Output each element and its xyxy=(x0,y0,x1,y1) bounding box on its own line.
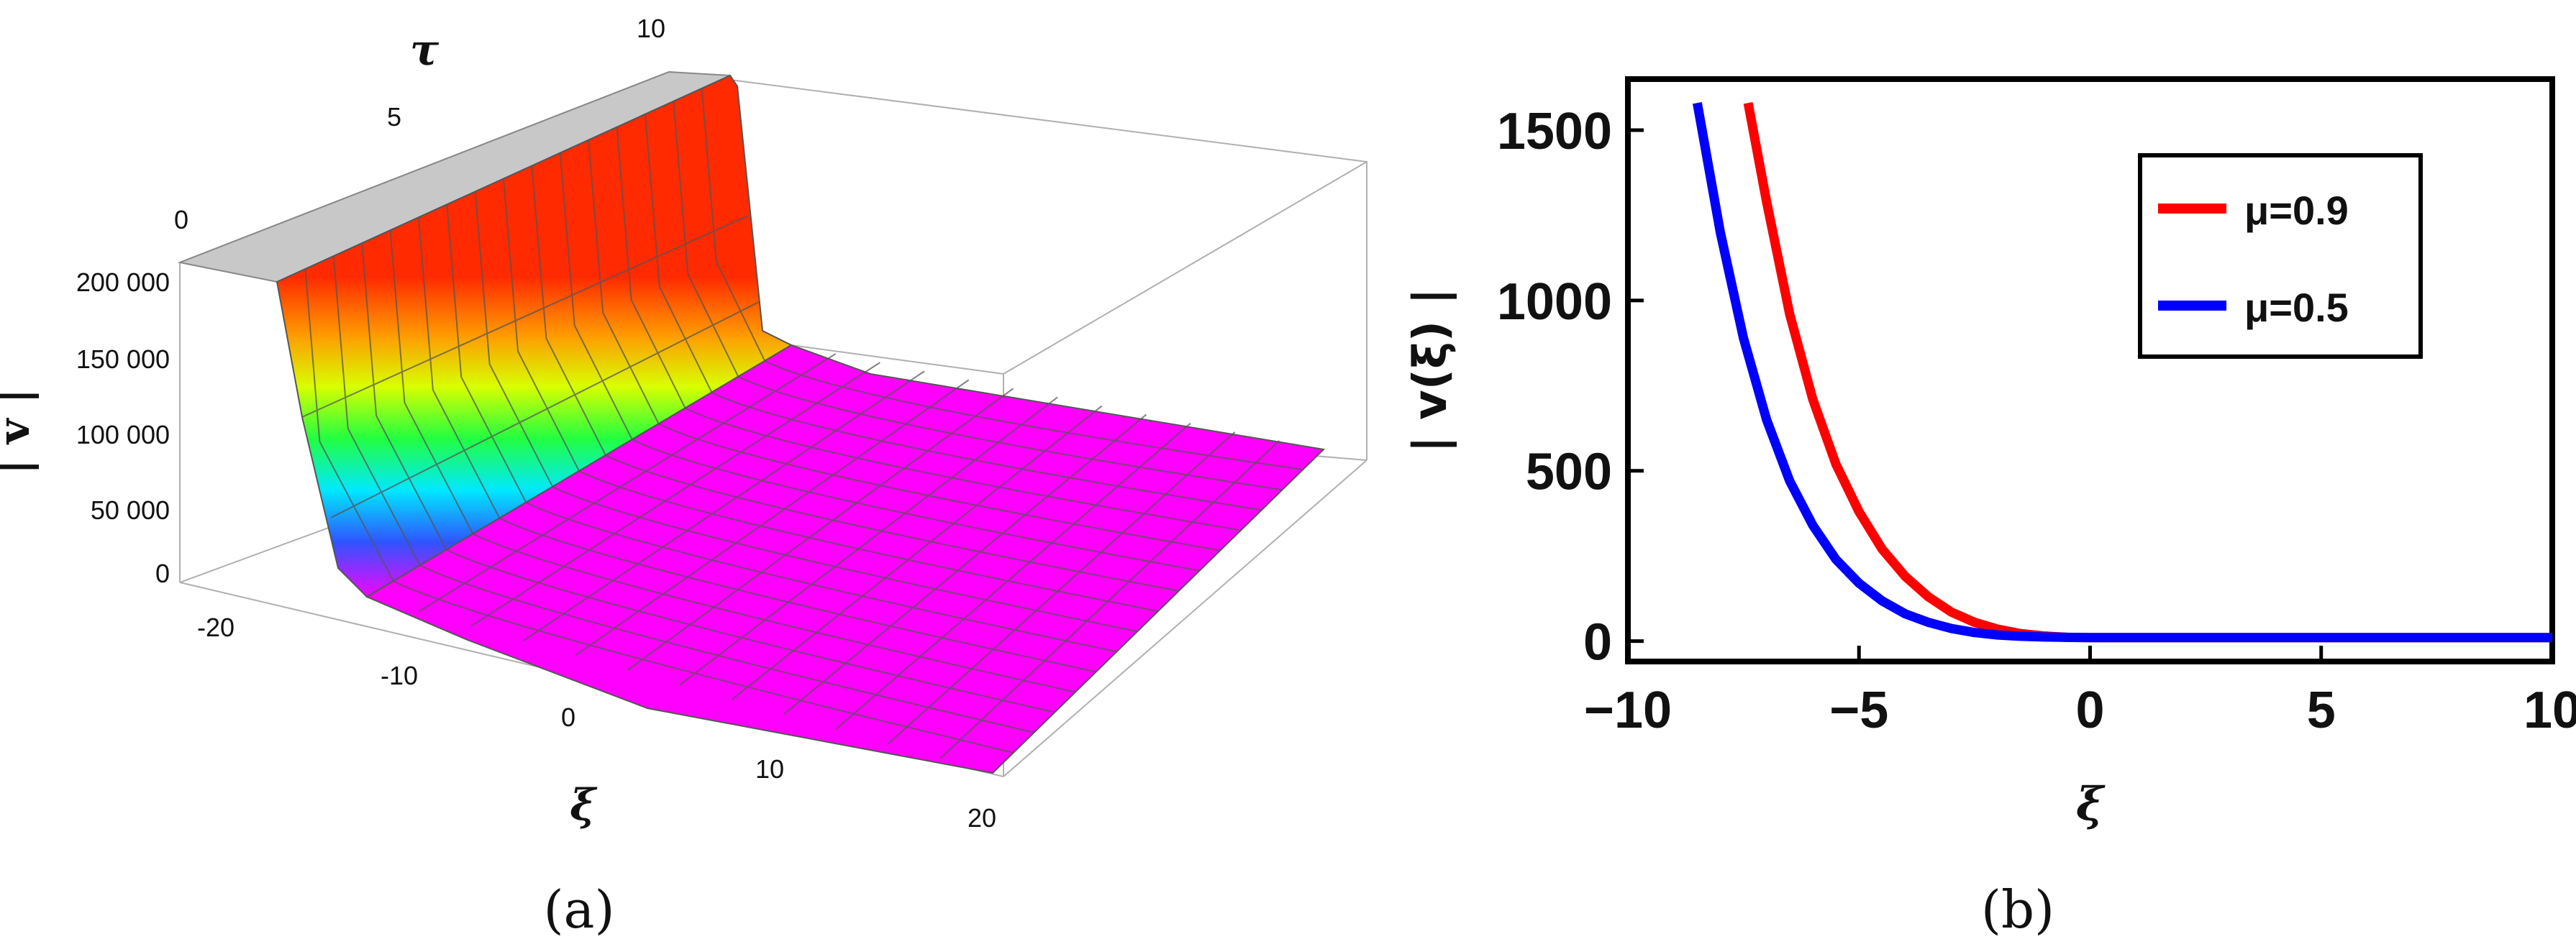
z-axis-label: | v | xyxy=(0,388,40,475)
y-tick-label: 0 xyxy=(174,205,188,234)
z-tick-label: 200 000 xyxy=(76,267,170,297)
mesh-line-tau xyxy=(559,152,1200,572)
x-tick-label: 20 xyxy=(968,803,996,833)
mesh-line-xi xyxy=(418,353,837,613)
legend-entry-1: μ=0.5 xyxy=(2244,285,2349,330)
x-axis-label-b: ξ xyxy=(2076,777,2106,831)
y-axis-ticks-b: 0 500 1000 1500 xyxy=(1497,103,1644,672)
y-tick-label: 0 xyxy=(1583,614,1612,672)
mesh-line-xi xyxy=(470,362,880,627)
mesh-line-tau xyxy=(588,139,1221,551)
mesh-line-tau xyxy=(474,191,1138,633)
mesh-line-tau xyxy=(304,268,1014,754)
z-tick-label: 100 000 xyxy=(76,420,170,449)
x-tick-label: 0 xyxy=(2075,682,2104,739)
x-axis-label: ξ xyxy=(570,780,598,830)
mesh-line-xi xyxy=(330,301,760,518)
mesh-line-xi xyxy=(575,379,970,656)
x-tick-label: -10 xyxy=(381,661,418,690)
mesh-line-tau xyxy=(332,256,1034,733)
x-tick-label: −10 xyxy=(1584,682,1672,739)
panel-b-line-plot: −10 −5 0 5 10 0 500 1000 1500 μ=0.9 μ=0.5 ξ | v… xyxy=(1404,76,2576,940)
z-axis-ticks: 200 000 150 000 100 000 50 000 0 xyxy=(76,267,170,588)
y-tick-label: 1000 xyxy=(1497,273,1612,331)
series-lines xyxy=(1693,102,2552,643)
x-tick-label: -20 xyxy=(197,613,235,642)
y-axis-label-b: | v(ξ) | xyxy=(1404,288,1457,452)
y-axis-label: τ xyxy=(410,25,440,75)
mesh-line-xi xyxy=(679,396,1058,686)
x-tick-label: 5 xyxy=(2307,682,2336,739)
mesh-line-xi xyxy=(888,431,1236,744)
z-tick-label: 150 000 xyxy=(76,344,170,374)
legend-box xyxy=(2138,153,2423,359)
z-tick-label: 50 000 xyxy=(91,495,170,525)
mesh-line-xi xyxy=(783,413,1147,715)
mesh-line-tau xyxy=(644,114,1262,511)
surface-mesh xyxy=(301,88,1303,759)
panel-a-surface-plot: 200 000 150 000 100 000 50 000 0 -20 -10… xyxy=(0,14,1367,940)
y-tick-label: 500 xyxy=(1526,444,1612,501)
caption-b: (b) xyxy=(1981,879,2054,940)
mesh-line-tau xyxy=(389,230,1076,693)
mesh-line-xi xyxy=(627,388,1014,671)
mesh-line-tau xyxy=(673,101,1283,491)
caption-a: (a) xyxy=(543,879,614,940)
x-axis-ticks: -20 -10 0 10 20 xyxy=(197,613,996,833)
series-line-1 xyxy=(1693,102,2552,643)
x-tick-label: −5 xyxy=(1829,682,1888,739)
z-tick-label: 0 xyxy=(155,559,170,588)
legend: μ=0.9 μ=0.5 xyxy=(2138,153,2423,359)
y-tick-label: 10 xyxy=(637,14,665,43)
y-axis-ticks: 0 5 10 xyxy=(174,14,665,234)
mesh-line-xi xyxy=(301,215,749,418)
mesh-line-xi xyxy=(522,370,925,642)
mesh-line-xi xyxy=(939,440,1280,759)
y-tick-label: 5 xyxy=(387,102,401,132)
x-axis-ticks-b: −10 −5 0 5 10 xyxy=(1584,646,2576,739)
mesh-line-tau xyxy=(531,165,1179,592)
mesh-line-tau xyxy=(417,217,1096,673)
x-tick-label: 10 xyxy=(2523,682,2576,739)
mesh-line-tau xyxy=(446,204,1117,653)
mesh-line-xi xyxy=(731,405,1103,700)
mesh-line-tau xyxy=(616,127,1242,531)
x-tick-label: 10 xyxy=(755,754,784,784)
mesh-line-xi xyxy=(835,422,1191,730)
y-tick-label: 1500 xyxy=(1497,103,1612,160)
x-tick-label: 0 xyxy=(561,702,575,732)
legend-entry-0: μ=0.9 xyxy=(2244,188,2349,233)
mesh-line-tau xyxy=(503,178,1159,612)
mesh-line-tau xyxy=(361,243,1055,713)
mesh-line-tau xyxy=(701,88,1303,471)
